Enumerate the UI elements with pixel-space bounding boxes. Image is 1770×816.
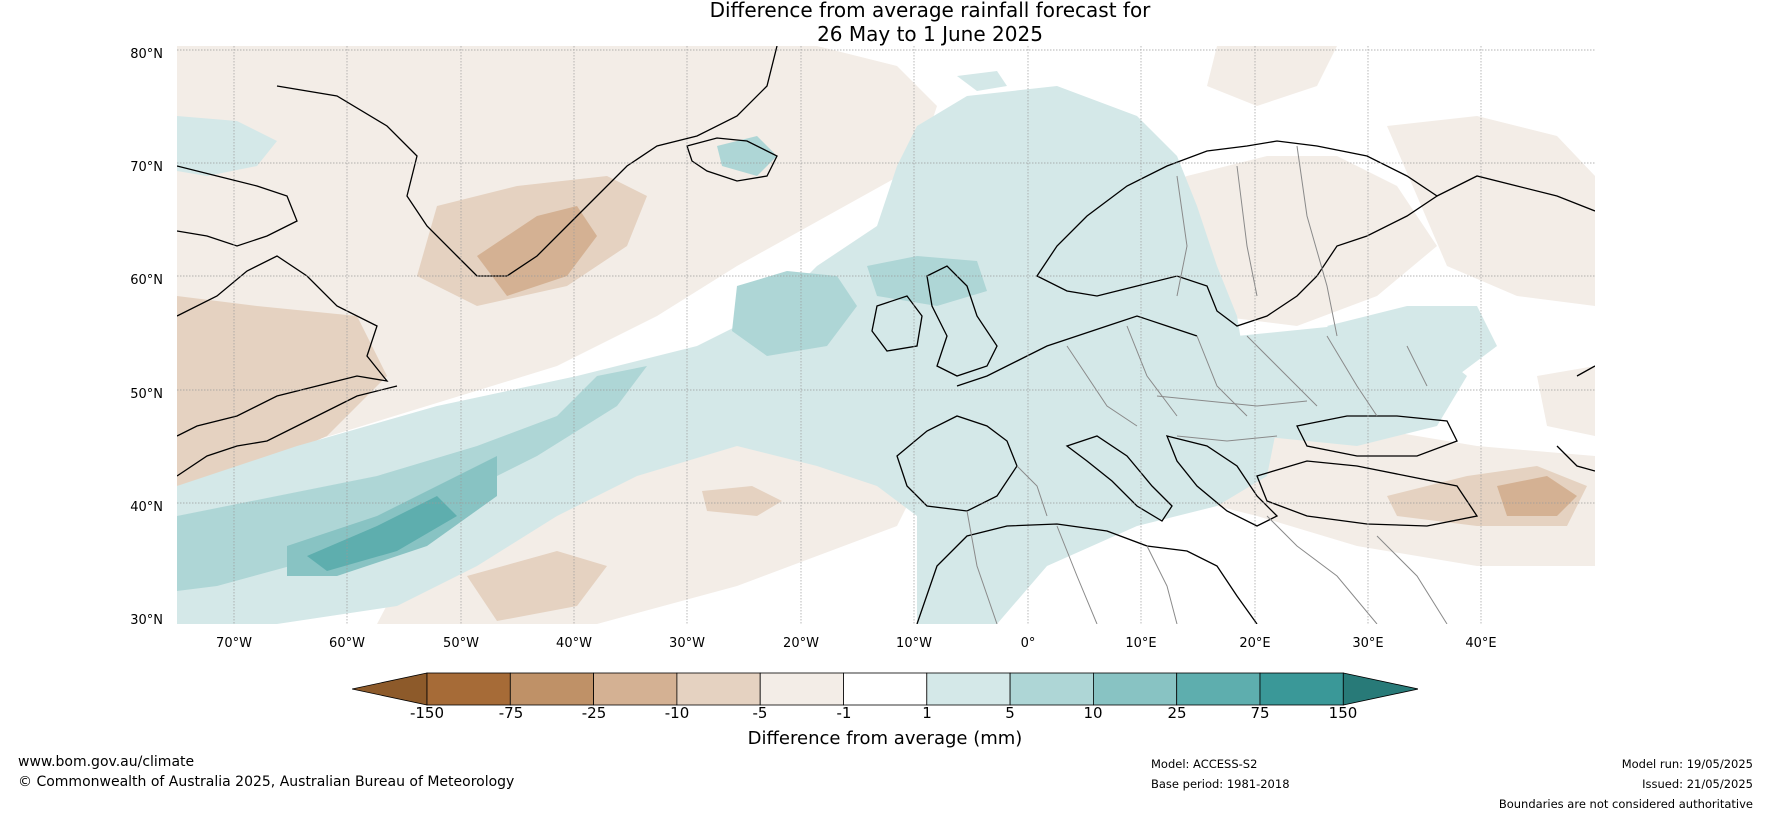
colorbar-extend-high <box>1342 672 1418 706</box>
coastline-labrador <box>177 255 389 437</box>
lon-label-70w: 70°W <box>216 636 252 651</box>
wet-region-ireland <box>732 271 857 356</box>
coastline-ireland <box>871 295 923 352</box>
dry-region-greenland-core <box>477 206 597 296</box>
footer-base-period: Base period: 1981-2018 <box>1151 777 1290 791</box>
dry-region-labrador <box>177 296 387 486</box>
colorbar-segment <box>926 672 1011 706</box>
coastline-russia-arctic <box>1436 175 1595 212</box>
colorbar-segment <box>759 672 844 706</box>
colorbar-tick: 150 <box>1328 704 1358 722</box>
lon-label-60w: 60°W <box>329 636 365 651</box>
colorbar-tick: 25 <box>1167 704 1187 722</box>
wet-region-atlantic-band <box>177 366 647 591</box>
wet-region-canada-north <box>177 116 277 176</box>
dry-region-caspian <box>1537 366 1595 436</box>
colorbar-tick: 1 <box>922 704 932 722</box>
coastline-black-sea <box>1296 415 1458 457</box>
lon-label-40e: 40°E <box>1465 636 1497 651</box>
lat-label-60n: 60°N <box>130 273 163 288</box>
dry-region-turkey-peak <box>1497 476 1577 516</box>
coastline-baffin <box>177 165 298 247</box>
colorbar <box>352 672 1418 706</box>
footer-copyright: © Commonwealth of Australia 2025, Austra… <box>18 774 515 790</box>
colorbar-segment <box>676 672 761 706</box>
lon-label-40w: 40°W <box>556 636 592 651</box>
colorbar-segment <box>509 672 595 706</box>
coastline-great-britain <box>926 265 998 377</box>
colorbar-tick: 75 <box>1250 704 1270 722</box>
colorbar-segment <box>1093 672 1178 706</box>
coastline-italy <box>1065 435 1173 522</box>
colorbar-segment <box>1259 672 1344 706</box>
wet-region-arctic-patch <box>957 71 1007 91</box>
colorbar-tick: -25 <box>581 704 607 722</box>
coastline-north-africa <box>916 523 1258 624</box>
colorbar-extend-low <box>352 672 428 706</box>
wet-region-black-sea <box>1327 306 1497 376</box>
lon-label-30w: 30°W <box>669 636 705 651</box>
lon-label-10w: 10°W <box>896 636 932 651</box>
coastline-europe-west <box>956 315 1198 387</box>
lon-label-30e: 30°E <box>1352 636 1384 651</box>
lon-label-20w: 20°W <box>783 636 819 651</box>
coastline-scandinavia <box>1036 140 1439 327</box>
dry-region-svalbard <box>1207 46 1337 106</box>
coastline-turkey <box>1256 460 1479 527</box>
dry-region-azores <box>467 551 607 621</box>
footer-disclaimer: Boundaries are not considered authoritat… <box>1498 797 1753 811</box>
lon-label-20e: 20°E <box>1239 636 1271 651</box>
coastline-caspian <box>1556 365 1595 472</box>
colorbar-segment <box>593 672 678 706</box>
colorbar-segment <box>1176 672 1261 706</box>
dry-region-turkey <box>1177 426 1595 566</box>
wet-region-atlantic-peak <box>307 496 457 571</box>
lat-label-40n: 40°N <box>130 500 163 515</box>
colorbar-tick: 10 <box>1083 704 1103 722</box>
colorbar-tick: 5 <box>1005 704 1015 722</box>
footer-issued: Issued: 21/05/2025 <box>1642 777 1753 791</box>
colorbar-tick: -75 <box>498 704 524 722</box>
anomaly-shading <box>177 46 1595 624</box>
coastlines <box>177 46 1595 624</box>
coastline-north-america-east <box>177 385 398 477</box>
country-borders <box>966 145 1448 624</box>
lat-label-30n: 30°N <box>130 613 163 628</box>
title-line-2: 26 May to 1 June 2025 <box>817 22 1043 46</box>
lon-label-0: 0° <box>1020 636 1036 651</box>
colorbar-tick: -10 <box>664 704 690 722</box>
colorbar-tick: -5 <box>752 704 768 722</box>
footer-website: www.bom.gov.au/climate <box>18 754 195 770</box>
coastline-balkans <box>1165 435 1279 527</box>
lat-label-80n: 80°N <box>130 47 163 62</box>
wet-region-norwegian-sea <box>867 256 987 306</box>
lon-label-10e: 10°E <box>1125 636 1157 651</box>
colorbar-segment <box>843 672 928 706</box>
map-title: Difference from average rainfall forecas… <box>0 0 1770 46</box>
coastline-iceland <box>686 137 778 182</box>
colorbar-tick: -150 <box>409 704 445 722</box>
dry-region-patch <box>702 486 782 516</box>
wet-region-iceland <box>717 136 777 176</box>
lat-label-50n: 50°N <box>130 387 163 402</box>
coastline-greenland <box>276 46 778 277</box>
title-line-1: Difference from average rainfall forecas… <box>709 0 1151 22</box>
colorbar-label: Difference from average (mm) <box>747 728 1023 749</box>
graticule <box>177 46 1595 624</box>
footer-model: Model: ACCESS-S2 <box>1151 757 1258 771</box>
rainfall-anomaly-map <box>177 46 1595 624</box>
lat-label-70n: 70°N <box>130 160 163 175</box>
footer-model-run: Model run: 19/05/2025 <box>1621 757 1753 771</box>
colorbar-segment <box>426 672 511 706</box>
colorbar-segment <box>1009 672 1094 706</box>
dry-region-east-arctic <box>1387 116 1595 306</box>
lon-label-50w: 50°W <box>443 636 479 651</box>
colorbar-tick: -1 <box>836 704 852 722</box>
